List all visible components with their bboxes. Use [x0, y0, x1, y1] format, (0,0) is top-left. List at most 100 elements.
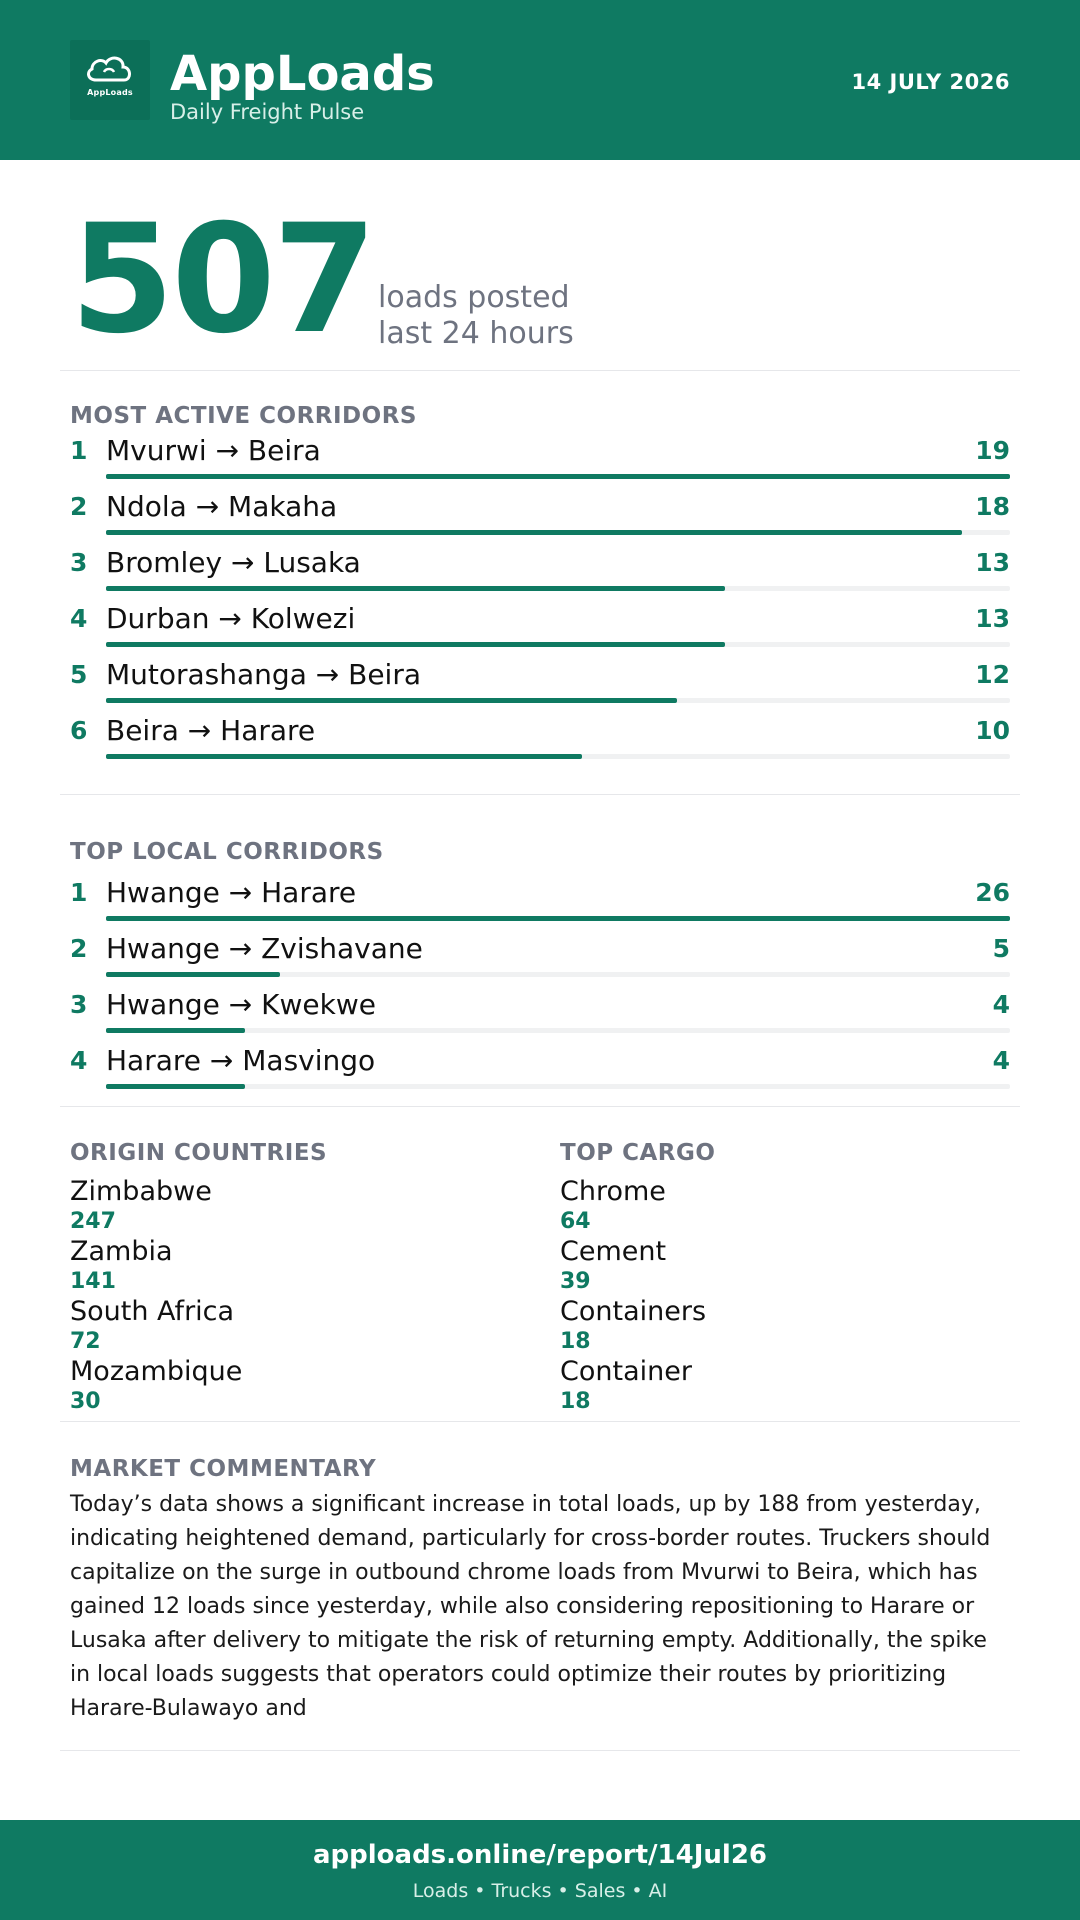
- corridor-row: 2 Hwange → Zvishavane 5: [70, 932, 1010, 984]
- corridor-bar-track: [106, 916, 1010, 921]
- corridor-row: 1 Hwange → Harare 26: [70, 876, 1010, 928]
- list-item-name: Mozambique: [70, 1356, 243, 1387]
- list-item-value: 247: [70, 1209, 116, 1234]
- corridor-rank: 4: [70, 604, 88, 633]
- footer-tagline: Loads • Trucks • Sales • AI: [412, 1880, 668, 1902]
- commentary-title: MARKET COMMENTARY: [70, 1456, 377, 1482]
- corridor-row: 4 Harare → Masvingo 4: [70, 1044, 1010, 1096]
- corridor-name: Harare → Masvingo: [106, 1044, 376, 1077]
- corridor-rank: 2: [70, 492, 88, 521]
- corridor-name: Beira → Harare: [106, 714, 316, 747]
- corridor-bar-track: [106, 754, 1010, 759]
- corridor-name: Durban → Kolwezi: [106, 602, 356, 635]
- corridor-bar-fill: [106, 916, 1010, 921]
- list-item-value: 39: [560, 1269, 591, 1294]
- corridor-bar-fill: [106, 474, 1010, 479]
- list-item-name: Zambia: [70, 1236, 173, 1267]
- report-link[interactable]: apploads.online/report/14Jul26: [312, 1840, 768, 1870]
- logo-wordmark: AppLoads: [87, 88, 133, 97]
- list-item-name: Zimbabwe: [70, 1176, 212, 1207]
- corridor-bar-fill: [106, 754, 582, 759]
- active-corridors-title: MOST ACTIVE CORRIDORS: [70, 403, 417, 429]
- corridor-rank: 5: [70, 660, 88, 689]
- top-cargo-list: Chrome 64 Cement 39 Containers 18 Contai…: [560, 1176, 1000, 1416]
- divider: [60, 1421, 1020, 1422]
- corridor-count: 19: [975, 436, 1010, 465]
- app-tagline: Daily Freight Pulse: [170, 100, 365, 124]
- corridor-rank: 1: [70, 436, 88, 465]
- corridor-bar-track: [106, 698, 1010, 703]
- corridor-bar-fill: [106, 1084, 246, 1089]
- corridor-bar-track: [106, 530, 1010, 535]
- corridor-bar-fill: [106, 972, 280, 977]
- list-item-value: 64: [560, 1209, 591, 1234]
- corridor-count: 13: [975, 548, 1010, 577]
- list-item-value: 141: [70, 1269, 116, 1294]
- top-cargo-title: TOP CARGO: [560, 1140, 716, 1166]
- corridor-rank: 2: [70, 934, 88, 963]
- corridor-rank: 4: [70, 1046, 88, 1075]
- corridor-name: Hwange → Zvishavane: [106, 932, 423, 965]
- corridor-bar-fill: [106, 642, 725, 647]
- corridor-bar-track: [106, 1084, 1010, 1089]
- corridor-rank: 3: [70, 548, 88, 577]
- origin-countries-list: Zimbabwe 247 Zambia 141 South Africa 72 …: [70, 1176, 510, 1416]
- corridor-name: Mvurwi → Beira: [106, 434, 321, 467]
- corridor-bar-track: [106, 586, 1010, 591]
- list-item-name: Cement: [560, 1236, 667, 1267]
- list-item-value: 30: [70, 1389, 101, 1414]
- list-item-name: Containers: [560, 1296, 707, 1327]
- divider: [60, 1106, 1020, 1107]
- corridor-row: 6 Beira → Harare 10: [70, 714, 1010, 766]
- footer-bar: apploads.online/report/14Jul26 Loads • T…: [0, 1820, 1080, 1920]
- corridor-count: 18: [975, 492, 1010, 521]
- corridor-count: 5: [992, 934, 1010, 963]
- corridor-name: Bromley → Lusaka: [106, 546, 361, 579]
- corridor-row: 4 Durban → Kolwezi 13: [70, 602, 1010, 654]
- report-date: 14 JULY 2026: [851, 70, 1010, 94]
- corridor-name: Hwange → Harare: [106, 876, 357, 909]
- list-item-value: 72: [70, 1329, 101, 1354]
- divider: [60, 370, 1020, 371]
- total-loads-period: last 24 hours: [378, 316, 574, 351]
- corridor-count: 12: [975, 660, 1010, 689]
- commentary-text: Today’s data shows a significant increas…: [70, 1492, 991, 1721]
- corridor-bar-track: [106, 474, 1010, 479]
- corridor-count: 13: [975, 604, 1010, 633]
- total-loads-value: 507: [70, 193, 377, 367]
- corridor-row: 3 Bromley → Lusaka 13: [70, 546, 1010, 598]
- corridor-count: 4: [992, 1046, 1010, 1075]
- corridor-name: Hwange → Kwekwe: [106, 988, 376, 1021]
- corridor-row: 2 Ndola → Makaha 18: [70, 490, 1010, 542]
- cloud-icon: [87, 56, 131, 82]
- corridor-rank: 3: [70, 990, 88, 1019]
- divider: [60, 794, 1020, 795]
- corridor-count: 10: [975, 716, 1010, 745]
- corridor-bar-fill: [106, 530, 963, 535]
- corridor-bar-fill: [106, 586, 725, 591]
- app-name: AppLoads: [170, 46, 435, 102]
- corridor-rank: 1: [70, 878, 88, 907]
- corridor-bar-track: [106, 1028, 1010, 1033]
- list-item-value: 18: [560, 1329, 591, 1354]
- header-bar: AppLoads AppLoads Daily Freight Pulse 14…: [0, 0, 1080, 160]
- corridor-bar-fill: [106, 698, 677, 703]
- list-item-value: 18: [560, 1389, 591, 1414]
- corridor-row: 1 Mvurwi → Beira 19: [70, 434, 1010, 486]
- corridor-name: Ndola → Makaha: [106, 490, 338, 523]
- app-logo: AppLoads: [70, 40, 150, 120]
- corridor-bar-track: [106, 972, 1010, 977]
- corridor-count: 26: [975, 878, 1010, 907]
- corridor-rank: 6: [70, 716, 88, 745]
- total-loads-label: loads posted: [378, 280, 570, 315]
- origin-countries-title: ORIGIN COUNTRIES: [70, 1140, 328, 1166]
- list-item-name: South Africa: [70, 1296, 235, 1327]
- list-item-name: Chrome: [560, 1176, 666, 1207]
- corridor-bar-fill: [106, 1028, 246, 1033]
- local-corridors-title: TOP LOCAL CORRIDORS: [70, 839, 384, 865]
- corridor-name: Mutorashanga → Beira: [106, 658, 421, 691]
- corridor-row: 3 Hwange → Kwekwe 4: [70, 988, 1010, 1040]
- list-item-name: Container: [560, 1356, 692, 1387]
- corridor-row: 5 Mutorashanga → Beira 12: [70, 658, 1010, 710]
- divider: [60, 1750, 1020, 1751]
